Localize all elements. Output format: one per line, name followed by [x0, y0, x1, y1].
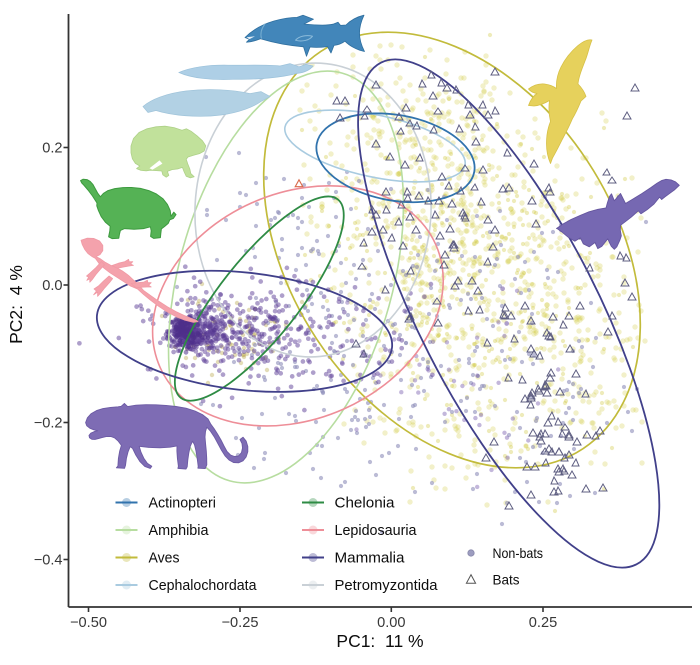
svg-text:Lepidosauria: Lepidosauria: [335, 522, 418, 539]
svg-text:Non-bats: Non-bats: [493, 545, 544, 561]
svg-text:PC1: 11 %: PC1: 11 %: [336, 631, 423, 651]
svg-text:Aves: Aves: [149, 550, 180, 567]
svg-text:0.25: 0.25: [529, 615, 557, 631]
svg-text:Bats: Bats: [493, 571, 520, 587]
svg-text:Amphibia: Amphibia: [149, 522, 210, 539]
svg-text:PC2: 4 %: PC2: 4 %: [6, 265, 26, 344]
svg-text:−0.25: −0.25: [222, 615, 259, 631]
svg-text:Petromyzontida: Petromyzontida: [335, 577, 439, 594]
svg-text:Cephalochordata: Cephalochordata: [149, 577, 258, 594]
svg-text:Chelonia: Chelonia: [335, 495, 396, 512]
svg-text:0.2: 0.2: [42, 141, 62, 157]
svg-text:Mammalia: Mammalia: [335, 550, 406, 567]
svg-text:Actinopteri: Actinopteri: [149, 495, 216, 512]
svg-text:−0.2: −0.2: [34, 416, 63, 432]
svg-text:0.0: 0.0: [42, 278, 62, 294]
svg-text:−0.4: −0.4: [34, 553, 63, 569]
svg-text:−0.50: −0.50: [70, 615, 107, 631]
svg-text:0.00: 0.00: [377, 615, 405, 631]
